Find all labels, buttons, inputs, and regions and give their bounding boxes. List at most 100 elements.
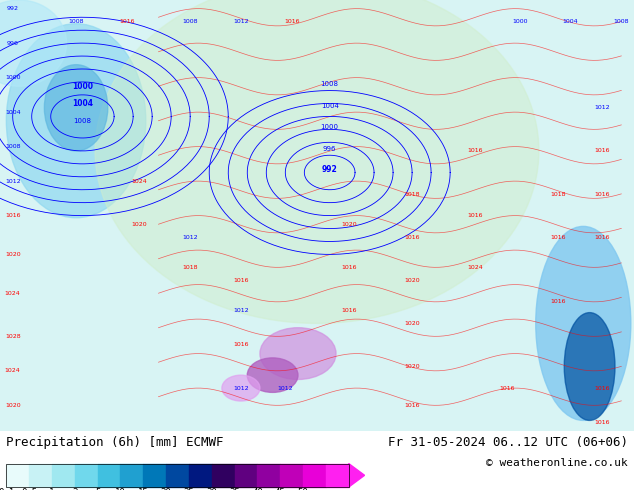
Ellipse shape	[536, 226, 631, 420]
Text: 992: 992	[322, 166, 337, 174]
Text: 1016: 1016	[500, 386, 515, 391]
Text: 1020: 1020	[404, 278, 420, 283]
Text: 25: 25	[184, 488, 194, 490]
Ellipse shape	[95, 0, 539, 323]
Bar	[120, 464, 143, 487]
Bar	[143, 464, 166, 487]
Bar	[280, 464, 303, 487]
Bar	[75, 464, 98, 487]
Text: © weatheronline.co.uk: © weatheronline.co.uk	[486, 458, 628, 467]
Text: 1016: 1016	[468, 213, 483, 218]
Text: 15: 15	[138, 488, 148, 490]
Text: 5: 5	[95, 488, 100, 490]
Text: 2: 2	[72, 488, 77, 490]
Text: 1008: 1008	[614, 19, 629, 24]
Text: 20: 20	[161, 488, 171, 490]
Text: 1016: 1016	[233, 278, 249, 283]
Text: 1016: 1016	[595, 386, 610, 391]
Ellipse shape	[6, 24, 146, 218]
Text: 1000: 1000	[5, 75, 20, 80]
Text: 1016: 1016	[595, 192, 610, 196]
Ellipse shape	[260, 328, 336, 379]
Text: 1012: 1012	[278, 386, 293, 391]
Text: 996: 996	[323, 146, 337, 152]
Bar	[98, 464, 120, 487]
Ellipse shape	[564, 313, 615, 420]
Ellipse shape	[247, 358, 298, 392]
Text: 1024: 1024	[468, 265, 483, 270]
Text: 1012: 1012	[5, 178, 20, 184]
Text: 1012: 1012	[233, 19, 249, 24]
Text: 1004: 1004	[72, 99, 93, 108]
Text: 1016: 1016	[595, 420, 610, 425]
Text: 1008: 1008	[183, 19, 198, 24]
Text: 10: 10	[115, 488, 126, 490]
Text: 0.1: 0.1	[0, 488, 15, 490]
Text: 1012: 1012	[595, 105, 610, 110]
Text: 1018: 1018	[550, 192, 566, 196]
Bar	[29, 464, 52, 487]
Text: 50: 50	[298, 488, 308, 490]
Text: 1004: 1004	[563, 19, 578, 24]
Text: 1008: 1008	[74, 118, 91, 124]
Text: 1016: 1016	[119, 19, 134, 24]
Bar	[303, 464, 326, 487]
Text: Fr 31-05-2024 06..12 UTC (06+06): Fr 31-05-2024 06..12 UTC (06+06)	[387, 436, 628, 449]
Bar	[257, 464, 280, 487]
Text: 1024: 1024	[132, 178, 147, 184]
Ellipse shape	[44, 65, 108, 151]
Bar	[52, 464, 75, 487]
Text: 1016: 1016	[404, 235, 420, 240]
Text: 1004: 1004	[5, 110, 20, 115]
Text: 1016: 1016	[595, 235, 610, 240]
Text: 1020: 1020	[5, 252, 20, 257]
Bar	[166, 464, 189, 487]
Text: 1016: 1016	[5, 213, 20, 218]
Text: 1000: 1000	[72, 82, 93, 91]
Text: 992: 992	[7, 6, 18, 11]
Text: 1024: 1024	[5, 368, 20, 373]
Text: 1: 1	[49, 488, 55, 490]
Text: 0.5: 0.5	[21, 488, 37, 490]
Text: 1018: 1018	[404, 192, 420, 196]
Text: 1016: 1016	[233, 343, 249, 347]
Text: 1008: 1008	[68, 19, 84, 24]
Bar	[6, 464, 29, 487]
Text: 1020: 1020	[404, 321, 420, 326]
Text: Precipitation (6h) [mm] ECMWF: Precipitation (6h) [mm] ECMWF	[6, 436, 224, 449]
Ellipse shape	[0, 0, 67, 86]
Text: 1008: 1008	[321, 81, 339, 87]
Text: 35: 35	[230, 488, 240, 490]
Text: 1000: 1000	[512, 19, 527, 24]
Text: 1012: 1012	[183, 235, 198, 240]
Text: 1020: 1020	[341, 221, 356, 227]
Bar	[326, 464, 349, 487]
Text: 1016: 1016	[284, 19, 299, 24]
Text: 996: 996	[7, 41, 18, 46]
Text: 30: 30	[207, 488, 217, 490]
Text: 1004: 1004	[321, 103, 339, 109]
Text: 1016: 1016	[341, 308, 356, 313]
Text: 1016: 1016	[404, 403, 420, 408]
Ellipse shape	[222, 375, 260, 401]
Text: 1020: 1020	[404, 364, 420, 369]
Text: 1020: 1020	[5, 403, 20, 408]
Text: 1016: 1016	[468, 148, 483, 153]
Text: 1012: 1012	[233, 308, 249, 313]
Text: 1020: 1020	[132, 221, 147, 227]
Bar	[189, 464, 212, 487]
Text: 1024: 1024	[5, 291, 20, 296]
Text: 1000: 1000	[321, 124, 339, 130]
Text: 1016: 1016	[341, 265, 356, 270]
Text: 45: 45	[275, 488, 285, 490]
Text: 1016: 1016	[550, 235, 566, 240]
Bar	[6, 464, 349, 487]
Text: 1016: 1016	[550, 299, 566, 304]
Bar	[212, 464, 235, 487]
Bar	[235, 464, 257, 487]
Text: 1018: 1018	[183, 265, 198, 270]
Text: 1016: 1016	[595, 148, 610, 153]
Text: 1008: 1008	[5, 144, 20, 149]
Text: 1028: 1028	[5, 334, 20, 339]
Text: 1012: 1012	[233, 386, 249, 391]
